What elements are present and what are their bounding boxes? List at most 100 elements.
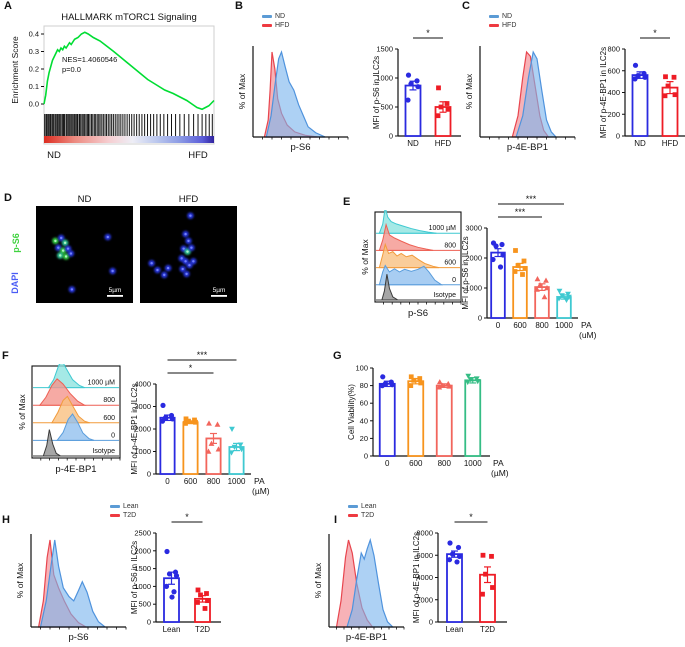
- svg-text:PA: PA: [254, 476, 265, 486]
- panel-label-d: D: [4, 192, 12, 204]
- svg-text:600: 600: [607, 66, 620, 75]
- svg-text:1000: 1000: [464, 459, 482, 468]
- legend-lean-swatch: [348, 505, 358, 508]
- svg-text:0: 0: [385, 459, 390, 468]
- panel-label-g: G: [333, 350, 342, 362]
- svg-text:NES=1.4060546: NES=1.4060546: [62, 55, 117, 64]
- svg-text:1500: 1500: [134, 564, 151, 573]
- stain-label-dapi: DAPI: [9, 272, 20, 294]
- svg-text:100: 100: [355, 364, 368, 373]
- legend-hfd-label: HFD: [502, 22, 517, 29]
- svg-text:1000: 1000: [228, 477, 246, 486]
- svg-text:40: 40: [360, 416, 368, 425]
- svg-text:HFD: HFD: [188, 150, 208, 161]
- svg-text:500: 500: [380, 103, 393, 112]
- svg-text:*: *: [189, 363, 193, 373]
- legend-lean-label: Lean: [123, 503, 139, 510]
- panel-g: G 0 20 40 60 80 100 Cell Viability(%) 0 600 800 10…: [325, 348, 580, 503]
- svg-text:4000: 4000: [416, 573, 433, 582]
- svg-text:1000: 1000: [465, 284, 482, 293]
- panel-f: F 1000 µM 800 600 0 Isotype% of Max p-4E-BP1 …: [0, 348, 325, 503]
- svg-text:MFI of p-4E-BP1 in ILC2s: MFI of p-4E-BP1 in ILC2s: [599, 47, 608, 138]
- svg-text:60: 60: [360, 399, 368, 408]
- microscopy-images: ND 5µm HFD 5µm: [28, 194, 242, 308]
- svg-text:ND: ND: [407, 139, 419, 148]
- svg-text:800: 800: [103, 397, 115, 404]
- svg-text:800: 800: [444, 242, 456, 249]
- svg-text:0: 0: [496, 321, 501, 330]
- panel-c: C ND HFD % of Max p-4E-BP1 0 200 400 600 800 M…: [455, 0, 685, 172]
- svg-text:6000: 6000: [416, 551, 433, 560]
- svg-text:***: ***: [526, 194, 537, 204]
- svg-text:HFD: HFD: [179, 194, 199, 205]
- svg-text:*: *: [185, 512, 189, 522]
- svg-text:Enrichment Score: Enrichment Score: [10, 36, 20, 104]
- bar-chart-cell-viability: 0 20 40 60 80 100 Cell Viability(%) 0 600 800 1000…: [345, 358, 515, 482]
- ridge-histograms-ps6: 1000 µM 800 600 0 Isotype % of Max p-S6: [360, 207, 463, 319]
- svg-text:2000: 2000: [416, 595, 433, 604]
- svg-text:ND: ND: [78, 194, 92, 205]
- svg-text:p-4E-BP1: p-4E-BP1: [346, 632, 387, 642]
- svg-text:0.0: 0.0: [29, 100, 39, 109]
- svg-text:500: 500: [138, 600, 151, 609]
- stain-label-ps6: p-S6: [10, 233, 21, 253]
- panel-a: A HALLMARK mTORC1 Signaling Enrichment Sc…: [0, 0, 228, 172]
- svg-text:400: 400: [607, 88, 620, 97]
- svg-text:800: 800: [207, 477, 221, 486]
- svg-text:0: 0: [452, 277, 456, 284]
- bar-chart-mfi-ps6-pa: 0 1000 2000 3000 MFI of p-S6 in ILC2s 0 600 800…: [459, 192, 603, 344]
- svg-text:1000: 1000: [555, 321, 573, 330]
- svg-text:T2D: T2D: [480, 625, 495, 634]
- svg-text:% of Max: % of Max: [18, 394, 27, 430]
- legend-h: Lean T2D: [110, 502, 139, 520]
- legend-nd-label: ND: [275, 13, 286, 20]
- svg-text:0: 0: [364, 452, 368, 461]
- svg-text:8000: 8000: [416, 529, 433, 538]
- svg-text:0: 0: [429, 618, 433, 627]
- svg-text:1000 µM: 1000 µM: [88, 380, 116, 387]
- legend-hfd-swatch: [262, 24, 272, 27]
- bar-chart-mfi-p4ebp1-human: 0 2000 4000 6000 8000 MFI of p-4E-BP1 in ILC2…: [410, 510, 510, 638]
- ridge-histograms-p4ebp1: 1000 µM 800 600 0 Isotype % of Max p-4E-BP1: [17, 360, 122, 475]
- legend-t2d-label: T2D: [123, 512, 137, 519]
- flow-histogram-ps6-human: % of Max p-S6: [15, 532, 128, 643]
- svg-text:20: 20: [360, 434, 368, 443]
- bar-chart-mfi-p4ebp1: 0 200 400 600 800 MFI of p-4E-BP1 in ILC2s ND H…: [597, 26, 685, 152]
- panel-h: H Lean T2D % of Max p-S6 0 500 1000 1500 2000…: [0, 500, 310, 647]
- legend-nd-swatch: [262, 15, 272, 18]
- svg-text:Lean: Lean: [163, 625, 181, 634]
- svg-text:5µm: 5µm: [109, 287, 122, 294]
- svg-text:PA: PA: [493, 458, 504, 468]
- svg-text:0: 0: [165, 477, 170, 486]
- svg-text:% of Max: % of Max: [465, 73, 474, 109]
- panel-label-i: I: [334, 514, 338, 526]
- flow-histogram-p4ebp1: % of Max p-4E-BP1: [464, 44, 577, 153]
- legend-hfd-label: HFD: [275, 22, 290, 29]
- svg-text:600: 600: [513, 321, 527, 330]
- gsea-plot: HALLMARK mTORC1 Signaling Enrichment Scor…: [8, 8, 221, 164]
- panel-i: I Lean T2D % of Max p-4E-BP1 0 2000 4000 600…: [310, 500, 685, 647]
- legend-nd-label: ND: [502, 13, 513, 20]
- svg-text:0: 0: [147, 470, 151, 479]
- legend-b: ND HFD: [262, 12, 289, 30]
- svg-text:Isotype: Isotype: [92, 448, 115, 455]
- svg-text:PA: PA: [581, 320, 592, 330]
- svg-text:200: 200: [607, 110, 620, 119]
- svg-text:Isotype: Isotype: [433, 292, 456, 299]
- panel-label-h: H: [2, 514, 10, 526]
- svg-text:1000: 1000: [134, 582, 151, 591]
- svg-text:0: 0: [616, 132, 620, 141]
- svg-text:% of Max: % of Max: [16, 562, 25, 598]
- panel-label-e: E: [343, 196, 351, 208]
- svg-text:0.1: 0.1: [29, 82, 39, 91]
- legend-t2d-swatch: [110, 514, 120, 517]
- svg-text:p-4E-BP1: p-4E-BP1: [55, 464, 96, 474]
- legend-nd-swatch: [489, 15, 499, 18]
- svg-text:ND: ND: [47, 150, 61, 161]
- svg-text:2000: 2000: [134, 425, 151, 434]
- svg-text:HFD: HFD: [662, 139, 679, 148]
- svg-text:(µM): (µM): [252, 486, 270, 496]
- svg-text:% of Max: % of Max: [361, 239, 370, 275]
- svg-text:(µM): (µM): [491, 468, 509, 478]
- panel-label-c: C: [462, 0, 470, 12]
